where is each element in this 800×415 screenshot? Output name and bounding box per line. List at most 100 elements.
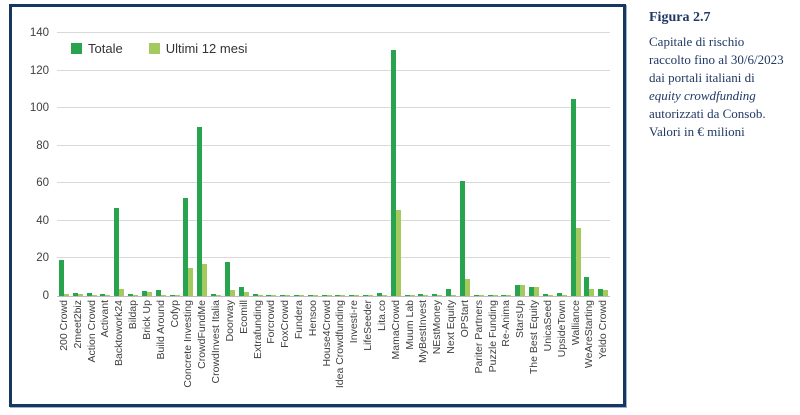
x-axis-label: Lita.co xyxy=(375,300,388,331)
y-axis-tick-label: 0 xyxy=(42,290,49,302)
bar-group: FoxCrowd xyxy=(278,33,292,348)
bar-totale xyxy=(128,293,134,296)
bar-group: LifeSeeder xyxy=(361,33,375,351)
bar-totale xyxy=(58,260,64,296)
x-axis-label: LifeSeeder xyxy=(362,300,375,351)
x-axis-label: Ecomill xyxy=(237,300,250,334)
bar-ultimi-12-mesi xyxy=(188,267,194,296)
x-axis-label: Backtowork24 xyxy=(113,300,126,366)
bar-totale xyxy=(376,292,382,296)
bar-ultimi-12-mesi xyxy=(243,292,249,296)
y-axis-tick-label: 40 xyxy=(36,214,49,227)
bar-ultimi-12-mesi xyxy=(229,290,235,296)
caption-line: Capitale di rischio xyxy=(649,34,745,49)
bar-ultimi-12-mesi xyxy=(603,290,609,296)
bar-ultimi-12-mesi xyxy=(478,295,484,296)
y-axis-tick-label: 60 xyxy=(36,177,49,190)
y-axis-tick-label: 20 xyxy=(36,252,49,265)
bar-ultimi-12-mesi xyxy=(354,295,360,296)
bar-group: Activant xyxy=(98,33,112,337)
bar-ultimi-12-mesi xyxy=(340,295,346,296)
figure-caption-title: Figura 2.7 xyxy=(649,10,711,25)
bar-group: Lita.co xyxy=(375,33,389,331)
y-axis-tick-label: 140 xyxy=(29,27,49,39)
gridline xyxy=(57,182,610,184)
gridline xyxy=(57,69,610,71)
bar-ultimi-12-mesi xyxy=(506,295,512,296)
plot-area: 200 Crowd 2meet2biz Action Crowd Activant Ba… xyxy=(30,27,610,388)
bar-group: UnicaSeed xyxy=(541,33,555,351)
bar-group: Fundera xyxy=(292,33,306,339)
bar-ultimi-12-mesi xyxy=(520,284,526,296)
x-axis-label: Bildap xyxy=(127,300,140,330)
bar-group: Forcrowd xyxy=(264,33,278,344)
bar-totale xyxy=(459,181,465,296)
legend-label-ultimi: Ultimi 12 mesi xyxy=(165,41,248,56)
bar-totale xyxy=(446,288,452,296)
bar-totale xyxy=(72,293,78,296)
x-axis-label: 2meet2biz xyxy=(71,300,84,349)
x-axis-label: 200 Crowd xyxy=(57,300,70,351)
bar-group: Ecomill xyxy=(237,33,251,334)
x-axis-label: Concrete Investing xyxy=(182,300,195,388)
bar-group: Extrafunding xyxy=(251,33,265,359)
bar-group: Concrete Investing xyxy=(181,33,195,388)
x-axis-label: UpsideTown xyxy=(555,300,568,358)
legend-swatch-totale-icon xyxy=(71,43,82,54)
caption-line-italic: equity crowdfunding xyxy=(649,88,756,103)
bar-ultimi-12-mesi xyxy=(326,295,332,296)
x-axis-label: CrowdInvest Italia xyxy=(210,300,223,384)
gridline xyxy=(57,107,610,109)
legend-item-ultimi-12-mesi: Ultimi 12 mesi xyxy=(148,41,248,56)
bar-totale xyxy=(293,294,299,296)
x-axis-label: Yeldo Crowd xyxy=(597,300,610,360)
bar-ultimi-12-mesi xyxy=(589,289,595,296)
bar-ultimi-12-mesi xyxy=(119,288,125,296)
chart-frame: 200 Crowd 2meet2biz Action Crowd Activant Ba… xyxy=(9,4,626,407)
bar-ultimi-12-mesi xyxy=(63,294,69,296)
bar-group: Next Equity xyxy=(444,33,458,354)
bar-ultimi-12-mesi xyxy=(160,295,166,296)
bar-totale xyxy=(252,294,258,296)
bar-ultimi-12-mesi xyxy=(91,295,97,296)
legend-swatch-ultimi-icon xyxy=(148,43,160,54)
x-axis-label: Muum Lab xyxy=(403,300,416,350)
bar-ultimi-12-mesi xyxy=(257,295,263,296)
bar-totale xyxy=(529,286,535,296)
gridline xyxy=(57,32,610,33)
bar-group: Bildap xyxy=(126,33,140,329)
bar-group: 200 Crowd xyxy=(57,33,71,351)
y-axis-tick-label: 100 xyxy=(29,102,49,115)
bar-totale xyxy=(598,289,604,296)
bar-totale xyxy=(404,294,410,296)
bar-ultimi-12-mesi xyxy=(561,295,567,296)
caption-line: Valori in € milioni xyxy=(649,124,745,139)
x-axis-label: Forcrowd xyxy=(265,300,278,344)
bar-group: Yeldo Crowd xyxy=(596,33,610,359)
bar-totale xyxy=(432,294,438,296)
bar-ultimi-12-mesi xyxy=(77,294,83,296)
bar-group: UpsideTown xyxy=(555,33,569,357)
bar-group: Doorway xyxy=(223,33,237,341)
bar-group: Action Crowd xyxy=(85,33,99,362)
bar-group: Investi-re xyxy=(347,33,361,343)
bar-ultimi-12-mesi xyxy=(492,295,498,296)
bar-totale xyxy=(363,295,369,296)
bar-ultimi-12-mesi xyxy=(409,295,415,296)
x-axis-label: FoxCrowd xyxy=(279,300,292,348)
x-axis-label: Idea Crowdfunding xyxy=(334,300,347,389)
y-axis-tick-label: 80 xyxy=(36,139,49,152)
x-axis-label: Next Equity xyxy=(445,300,458,354)
x-axis-label: Hensoo xyxy=(306,300,319,337)
gridline xyxy=(57,144,610,146)
bar-group: Idea Crowdfunding xyxy=(334,33,348,388)
gridline xyxy=(57,219,610,221)
bar-group: Muum Lab xyxy=(403,33,417,350)
bar-totale xyxy=(570,98,576,296)
bar-totale xyxy=(183,198,189,296)
figure-caption: Figura 2.7 Capitale di rischio raccolto … xyxy=(649,10,797,141)
bar-group: The Best Equity xyxy=(527,33,541,374)
bar-ultimi-12-mesi xyxy=(547,295,553,296)
bar-group: Hensoo xyxy=(306,33,320,336)
bar-ultimi-12-mesi xyxy=(395,209,401,296)
